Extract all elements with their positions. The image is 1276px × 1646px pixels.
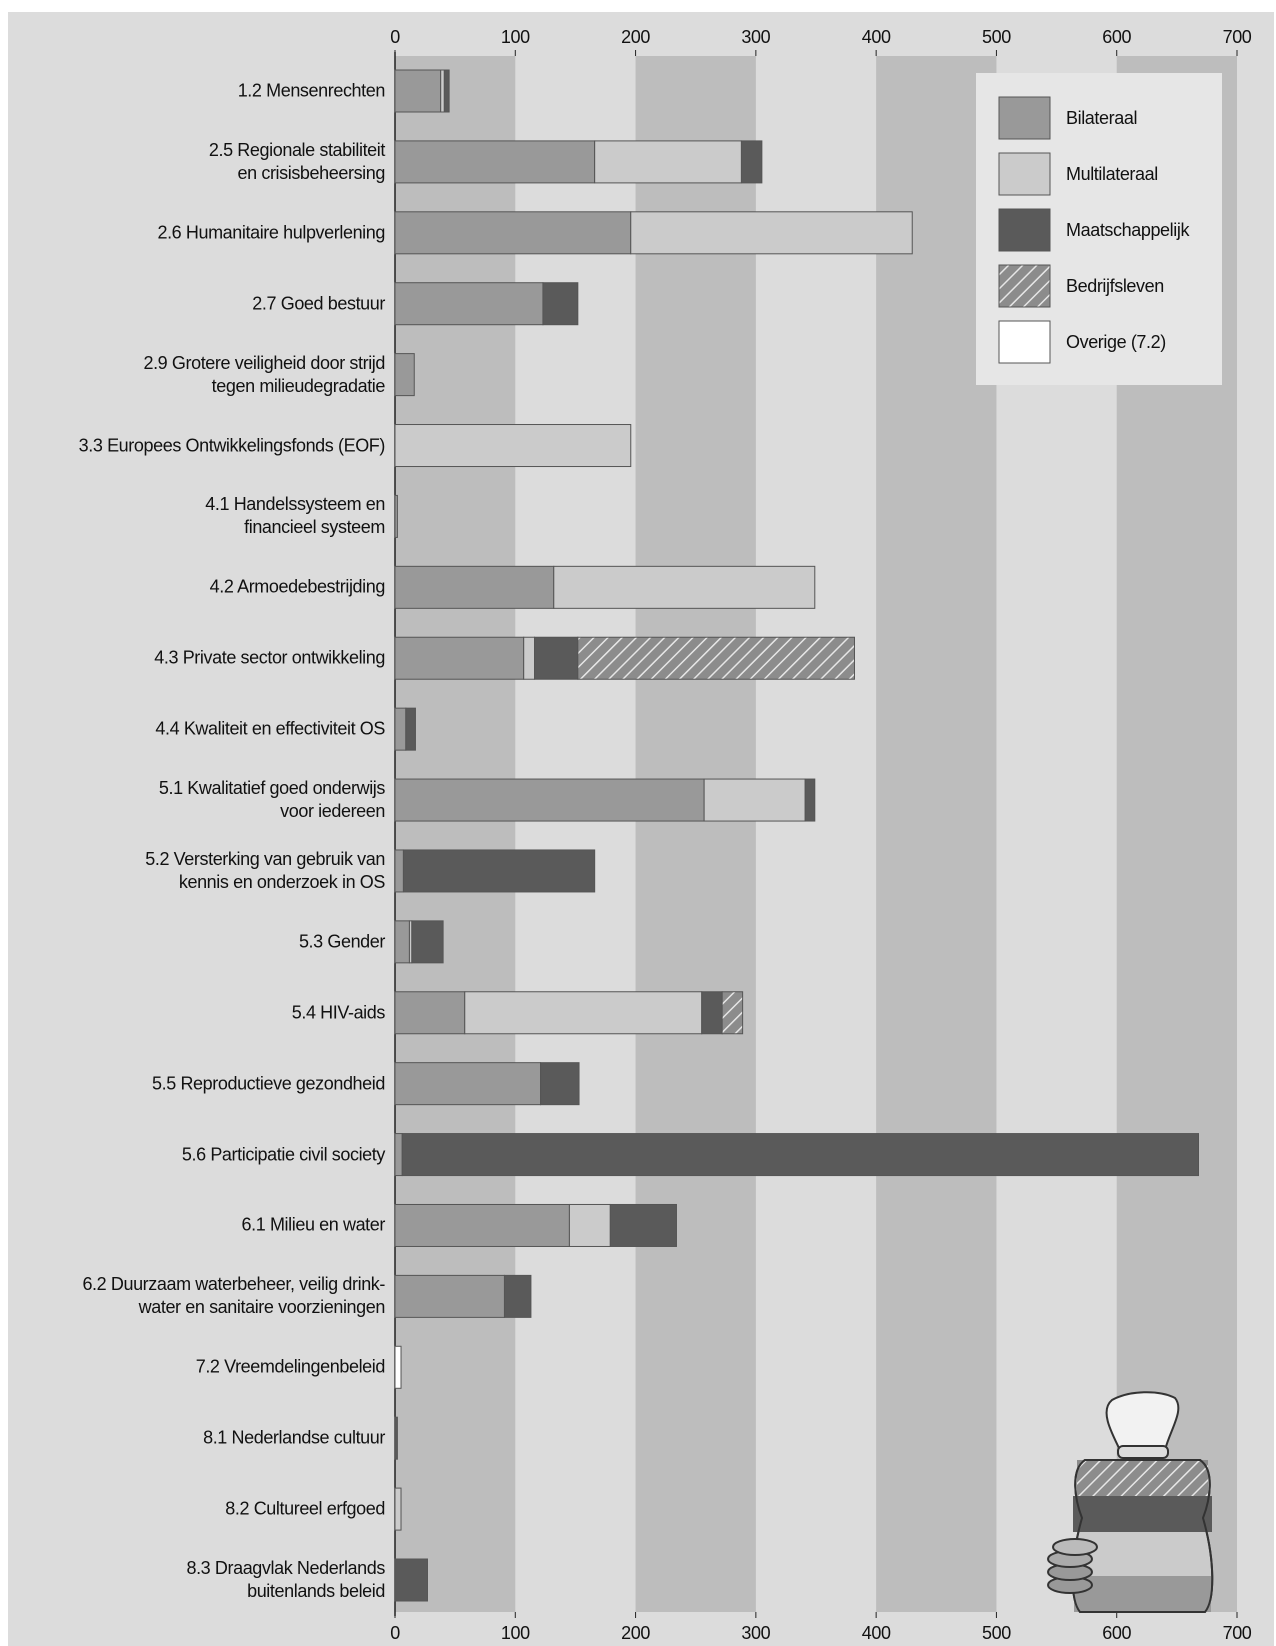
bar-segment [631, 212, 912, 254]
legend-label: Maatschappelijk [1066, 220, 1190, 240]
bar-segment [741, 141, 761, 183]
bar-segment [395, 1488, 401, 1530]
bar-segment [595, 141, 742, 183]
x-tick-label: 700 [1223, 1623, 1252, 1643]
category-label: 2.7 Goed bestuur [252, 292, 385, 315]
bar-segment [535, 637, 578, 679]
x-tick-label: 400 [862, 1623, 891, 1643]
bar-segment [578, 637, 855, 679]
x-tick-label: 600 [1102, 27, 1131, 47]
bar-segment [395, 212, 631, 254]
x-tick-label: 0 [390, 27, 400, 47]
category-label: 7.2 Vreemdelingenbeleid [196, 1356, 385, 1379]
bar-segment [569, 1204, 610, 1246]
category-label: 2.9 Grotere veiligheid door strijd tegen… [143, 352, 385, 398]
bar-segment [395, 425, 631, 467]
category-label: 2.5 Regionale stabiliteit en crisisbehee… [209, 139, 385, 185]
legend-swatch [999, 209, 1050, 251]
bar-segment [395, 1063, 541, 1105]
bar-segment [395, 1275, 504, 1317]
legend-swatch [999, 97, 1050, 139]
category-label: 5.5 Reproductieve gezondheid [152, 1072, 385, 1095]
bar-segment [395, 283, 543, 325]
bar-segment [395, 779, 704, 821]
bar-segment [395, 992, 465, 1034]
category-label: 5.6 Participatie civil society [182, 1143, 385, 1166]
bar-segment [395, 495, 397, 537]
bar-segment [395, 1204, 569, 1246]
bar-segment [395, 70, 441, 112]
category-label: 4.4 Kwaliteit en effectiviteit OS [155, 718, 385, 741]
bar-segment [395, 921, 409, 963]
x-tick-label: 0 [390, 1623, 400, 1643]
bar-segment [702, 992, 722, 1034]
category-label: 3.3 Europees Ontwikkelingsfonds (EOF) [79, 434, 385, 457]
legend-label: Multilateraal [1066, 164, 1158, 184]
bar-segment [395, 637, 524, 679]
bar-segment [524, 637, 535, 679]
bar-segment [406, 708, 416, 750]
category-label: 8.1 Nederlandse cultuur [203, 1427, 385, 1450]
legend-swatch [999, 153, 1050, 195]
bar-segment [395, 1559, 427, 1601]
bar-segment [395, 1134, 402, 1176]
legend-swatch [999, 321, 1050, 363]
bar-segment [395, 708, 406, 750]
x-tick-label: 200 [621, 1623, 650, 1643]
bar-segment [704, 779, 805, 821]
bar-segment [554, 566, 815, 608]
category-label: 4.3 Private sector ontwikkeling [154, 647, 385, 670]
category-label: 5.1 Kwalitatief goed onderwijs voor iede… [159, 777, 385, 823]
x-tick-label: 100 [501, 1623, 530, 1643]
legend-label: Bedrijfsleven [1066, 276, 1164, 296]
bar-segment [395, 1346, 401, 1388]
bar-segment [395, 354, 414, 396]
category-label: 1.2 Mensenrechten [238, 80, 385, 103]
x-tick-label: 500 [982, 27, 1011, 47]
bar-segment [722, 992, 742, 1034]
bar-segment [412, 921, 443, 963]
x-tick-label: 300 [741, 27, 770, 47]
bar-segment [395, 566, 554, 608]
bar-segment [395, 1417, 397, 1459]
legend-swatch [999, 265, 1050, 307]
bar-segment [543, 283, 578, 325]
category-label: 4.2 Armoedebestrijding [210, 576, 385, 599]
bar-segment [402, 1134, 1198, 1176]
bar-segment [541, 1063, 579, 1105]
category-label: 8.3 Draagvlak Nederlands buitenlands bel… [186, 1557, 385, 1603]
legend-label: Bilateraal [1066, 108, 1137, 128]
legend-label: Overige (7.2) [1066, 332, 1166, 352]
band [636, 56, 756, 1612]
x-tick-label: 600 [1102, 1623, 1131, 1643]
bar-segment [441, 70, 445, 112]
category-label: 5.4 HIV-aids [292, 1001, 385, 1024]
category-label: 5.3 Gender [299, 930, 385, 953]
bar-segment [444, 70, 449, 112]
x-tick-label: 500 [982, 1623, 1011, 1643]
page: 0 0 100 100 200 200 300 300 400 400 500 500 600 600 70… [0, 0, 1276, 1646]
bar-segment [610, 1204, 676, 1246]
bar-segment [504, 1275, 530, 1317]
category-label: 5.2 Versterking van gebruik van kennis e… [145, 848, 385, 894]
bar-segment [465, 992, 702, 1034]
bar-segment [395, 850, 403, 892]
category-label: 2.6 Humanitaire hulpverlening [157, 221, 385, 244]
x-tick-label: 300 [741, 1623, 770, 1643]
category-label: 6.2 Duurzaam waterbeheer, veilig drink- … [82, 1273, 385, 1319]
category-label: 4.1 Handelssysteem en financieel systeem [205, 493, 385, 539]
x-tick-label: 100 [501, 27, 530, 47]
bar-segment [403, 850, 594, 892]
bar-segment [805, 779, 815, 821]
category-label: 6.1 Milieu en water [242, 1214, 385, 1237]
x-tick-label: 400 [862, 27, 891, 47]
x-tick-label: 700 [1223, 27, 1252, 47]
x-tick-label: 200 [621, 27, 650, 47]
category-label: 8.2 Cultureel erfgoed [225, 1498, 385, 1521]
bar-segment [395, 141, 595, 183]
